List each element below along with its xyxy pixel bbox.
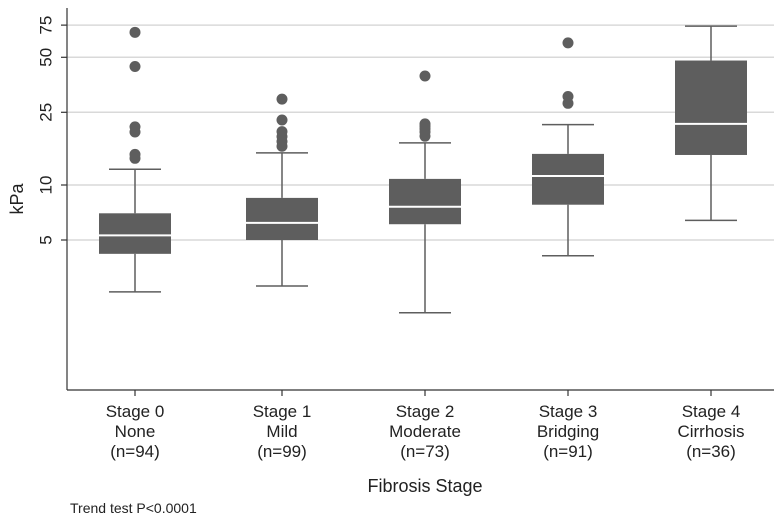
outlier-point bbox=[129, 61, 141, 73]
y-axis-title: kPa bbox=[7, 183, 27, 215]
x-category-label-3-line-1: Bridging bbox=[537, 422, 599, 441]
x-category-label-2-line-2: (n=73) bbox=[400, 442, 450, 461]
x-category-label-3-line-0: Stage 3 bbox=[539, 402, 598, 421]
outlier-point bbox=[419, 118, 431, 130]
box-group-4 bbox=[675, 25, 747, 222]
trend-test-footnote: Trend test P<0.0001 bbox=[70, 500, 197, 516]
iqr-box bbox=[532, 153, 604, 205]
x-category-label-1-line-0: Stage 1 bbox=[253, 402, 312, 421]
iqr-box bbox=[99, 213, 171, 254]
iqr-box bbox=[675, 60, 747, 155]
y-tick-label-75: 75 bbox=[36, 16, 55, 35]
x-category-label-0-line-0: Stage 0 bbox=[106, 402, 165, 421]
outlier-point bbox=[562, 91, 574, 103]
x-category-label-3-line-2: (n=91) bbox=[543, 442, 593, 461]
y-tick-labels: 5 10 25 50 75 bbox=[36, 16, 67, 245]
outlier-point bbox=[129, 26, 141, 38]
y-tick-label-5: 5 bbox=[36, 235, 55, 244]
y-tick-label-50: 50 bbox=[36, 48, 55, 67]
x-category-label-1-line-2: (n=99) bbox=[257, 442, 307, 461]
outlier-point bbox=[276, 126, 288, 138]
box-group-2 bbox=[389, 70, 461, 314]
x-category-label-1-line-1: Mild bbox=[266, 422, 297, 441]
x-category-label-0-line-2: (n=94) bbox=[110, 442, 160, 461]
outlier-point bbox=[129, 148, 141, 160]
outlier-point bbox=[419, 70, 431, 82]
x-category-label-2-line-0: Stage 2 bbox=[396, 402, 455, 421]
x-category-label-4-line-2: (n=36) bbox=[686, 442, 736, 461]
y-tick-label-10: 10 bbox=[36, 176, 55, 195]
iqr-box bbox=[246, 197, 318, 240]
x-category-label-2-line-1: Moderate bbox=[389, 422, 461, 441]
x-category-label-0-line-1: None bbox=[115, 422, 156, 441]
gridlines bbox=[67, 24, 774, 241]
outlier-point bbox=[276, 114, 288, 126]
outlier-point bbox=[129, 121, 141, 133]
box-group-1 bbox=[246, 93, 318, 287]
axes bbox=[66, 8, 774, 391]
box-group-3 bbox=[532, 37, 604, 257]
iqr-box bbox=[389, 178, 461, 225]
x-axis-title: Fibrosis Stage bbox=[367, 476, 482, 496]
x-category-label-4-line-1: Cirrhosis bbox=[677, 422, 744, 441]
outlier-point bbox=[562, 37, 574, 49]
box-series bbox=[99, 25, 747, 314]
x-category-label-4-line-0: Stage 4 bbox=[682, 402, 741, 421]
box-group-0 bbox=[99, 26, 171, 293]
outlier-point bbox=[276, 93, 288, 105]
y-tick-label-25: 25 bbox=[36, 103, 55, 122]
